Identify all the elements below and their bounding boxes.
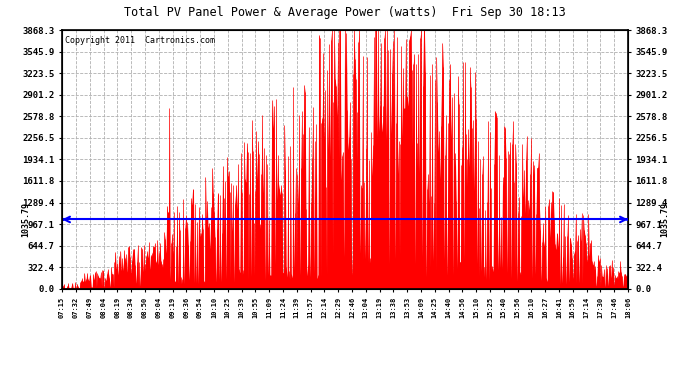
Text: 1035.79: 1035.79 bbox=[21, 202, 30, 237]
Text: 1035.79: 1035.79 bbox=[660, 202, 669, 237]
Text: Copyright 2011  Cartronics.com: Copyright 2011 Cartronics.com bbox=[65, 36, 215, 45]
Text: Total PV Panel Power & Average Power (watts)  Fri Sep 30 18:13: Total PV Panel Power & Average Power (wa… bbox=[124, 6, 566, 19]
